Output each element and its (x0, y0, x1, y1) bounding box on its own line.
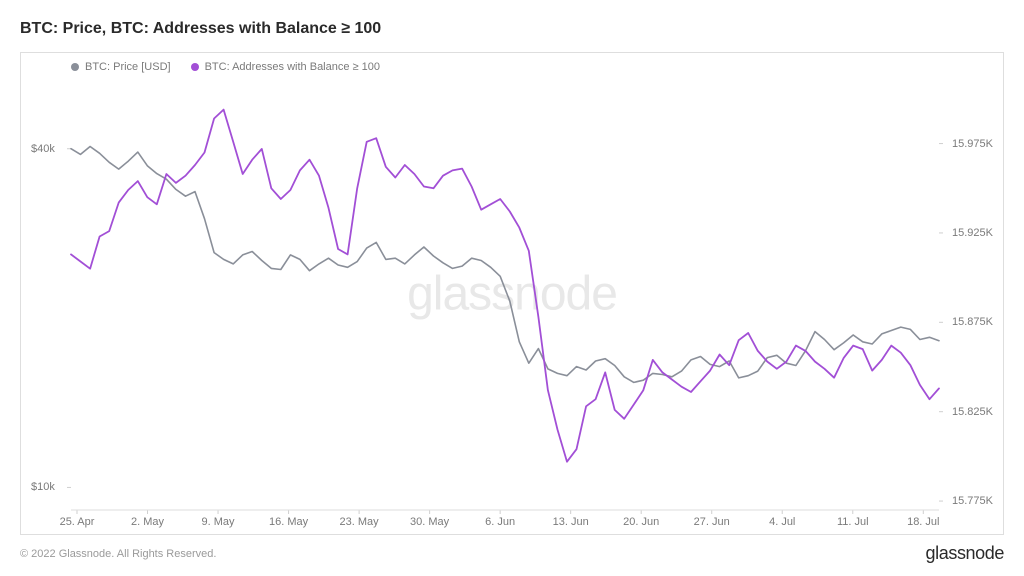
legend: BTC: Price [USD] BTC: Addresses with Bala… (71, 61, 380, 73)
legend-dot-icon (71, 63, 79, 71)
legend-dot-icon (191, 63, 199, 71)
legend-label: BTC: Price [USD] (85, 61, 171, 73)
legend-item: BTC: Price [USD] (71, 61, 171, 73)
footer: © 2022 Glassnode. All Rights Reserved. g… (20, 535, 1004, 564)
legend-item: BTC: Addresses with Balance ≥ 100 (191, 61, 380, 73)
chart-title: BTC: Price, BTC: Addresses with Balance … (20, 20, 1004, 38)
brand-logo: glassnode (926, 543, 1004, 564)
legend-label: BTC: Addresses with Balance ≥ 100 (205, 61, 380, 73)
copyright: © 2022 Glassnode. All Rights Reserved. (20, 548, 216, 560)
plot-svg (21, 53, 1003, 534)
chart-container: BTC: Price [USD] BTC: Addresses with Bala… (20, 52, 1004, 535)
